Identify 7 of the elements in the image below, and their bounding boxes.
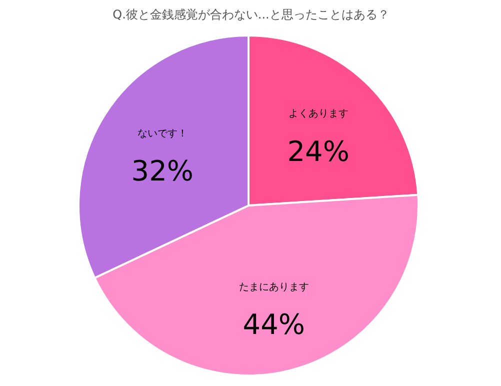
slice-label: よくあります: [288, 108, 348, 120]
data-label: 44%: [242, 308, 305, 342]
slice-label: ないです！: [137, 128, 188, 140]
slice-label: たまにあります: [238, 282, 309, 293]
data-label: 32%: [131, 154, 194, 188]
chart-title: Q.彼と金銭感覚が合わない...と思ったことはある？: [112, 8, 390, 22]
data-label: 24%: [287, 135, 350, 168]
